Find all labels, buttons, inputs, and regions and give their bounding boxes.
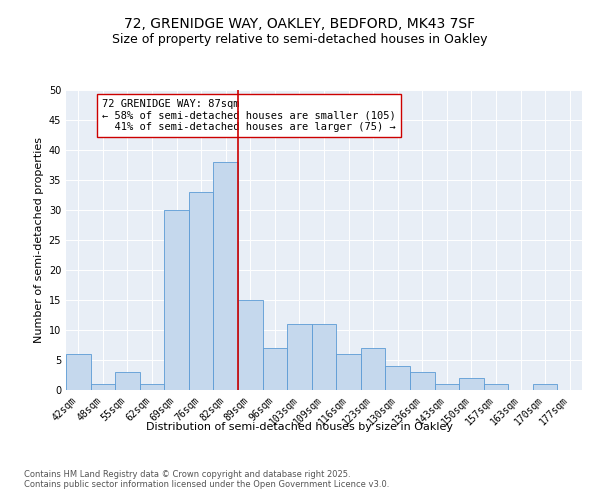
Text: 72, GRENIDGE WAY, OAKLEY, BEDFORD, MK43 7SF: 72, GRENIDGE WAY, OAKLEY, BEDFORD, MK43 … — [124, 18, 476, 32]
Bar — [164, 210, 189, 390]
Bar — [140, 384, 164, 390]
Bar — [336, 354, 361, 390]
Text: Contains HM Land Registry data © Crown copyright and database right 2025.
Contai: Contains HM Land Registry data © Crown c… — [24, 470, 389, 490]
Text: Distribution of semi-detached houses by size in Oakley: Distribution of semi-detached houses by … — [146, 422, 454, 432]
Bar — [410, 372, 434, 390]
Text: 72 GRENIDGE WAY: 87sqm
← 58% of semi-detached houses are smaller (105)
  41% of : 72 GRENIDGE WAY: 87sqm ← 58% of semi-det… — [102, 99, 396, 132]
Y-axis label: Number of semi-detached properties: Number of semi-detached properties — [34, 137, 44, 343]
Bar — [533, 384, 557, 390]
Bar — [115, 372, 140, 390]
Bar — [263, 348, 287, 390]
Bar — [385, 366, 410, 390]
Bar — [91, 384, 115, 390]
Text: Size of property relative to semi-detached houses in Oakley: Size of property relative to semi-detach… — [112, 32, 488, 46]
Bar — [214, 162, 238, 390]
Bar — [189, 192, 214, 390]
Bar — [361, 348, 385, 390]
Bar — [66, 354, 91, 390]
Bar — [287, 324, 312, 390]
Bar — [238, 300, 263, 390]
Bar — [484, 384, 508, 390]
Bar — [459, 378, 484, 390]
Bar — [312, 324, 336, 390]
Bar — [434, 384, 459, 390]
